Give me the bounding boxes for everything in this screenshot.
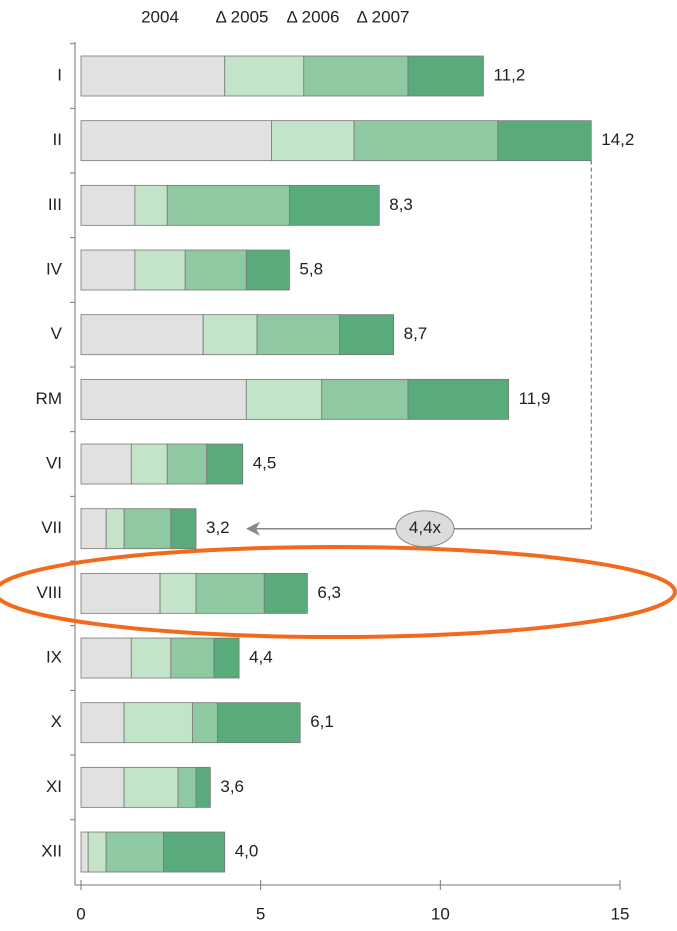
category-label: RM — [36, 389, 62, 408]
annotation-text: 4,4x — [409, 518, 442, 537]
total-label: 3,6 — [220, 777, 244, 796]
total-label: 11,2 — [493, 65, 525, 84]
total-label: 4,0 — [235, 842, 259, 861]
category-label: XII — [41, 842, 62, 861]
bar-segment — [80, 572, 161, 614]
bar-segment — [80, 249, 136, 291]
bar-segment — [123, 766, 179, 808]
bar-segment — [80, 378, 247, 420]
total-label: 6,1 — [310, 712, 334, 731]
bar-segment — [80, 508, 107, 550]
bar-segment — [80, 766, 125, 808]
total-label: 4,5 — [253, 454, 277, 473]
bar-segment — [289, 184, 380, 226]
bar-segment — [321, 378, 409, 420]
bar-segment — [170, 637, 215, 679]
category-label: I — [57, 65, 62, 84]
bar-segment — [134, 184, 168, 226]
bar-segment — [80, 120, 272, 162]
x-tick-label: 10 — [431, 904, 450, 923]
bar-segment — [256, 314, 341, 356]
bar-segment — [105, 831, 165, 873]
bar-segment — [80, 831, 89, 873]
bar-segment — [80, 637, 132, 679]
bar-segment — [163, 831, 226, 873]
x-tick-label: 5 — [256, 904, 265, 923]
total-label: 4,4 — [249, 648, 273, 667]
bar-segment — [303, 55, 409, 97]
bar-segment — [80, 443, 132, 485]
arrow-head — [245, 521, 260, 536]
category-label: XI — [46, 777, 62, 796]
category-label: VII — [41, 518, 62, 537]
category-label: IV — [46, 259, 63, 278]
category-label: III — [48, 195, 62, 214]
bar-segment — [339, 314, 395, 356]
bar-segment — [80, 184, 136, 226]
category-label: X — [51, 712, 62, 731]
bar-segment — [170, 508, 197, 550]
bar-segment — [130, 443, 168, 485]
bar-segment — [177, 766, 197, 808]
legend-label: 2004 — [141, 7, 179, 26]
bar-segment — [184, 249, 247, 291]
bar-segment — [206, 443, 244, 485]
total-label: 8,7 — [404, 324, 428, 343]
x-tick-label: 15 — [611, 904, 630, 923]
bar-segment — [245, 378, 323, 420]
bar-segment — [80, 314, 204, 356]
total-label: 5,8 — [299, 259, 323, 278]
category-label: VIII — [36, 583, 62, 602]
category-label: V — [51, 324, 63, 343]
bar-segment — [195, 766, 211, 808]
bar-segment — [213, 637, 240, 679]
bar-segment — [217, 702, 301, 744]
bar-segment — [245, 249, 290, 291]
bar-segment — [263, 572, 308, 614]
legend-label: Δ 2006 — [287, 7, 340, 26]
bar-segment — [105, 508, 125, 550]
legend-label: Δ 2005 — [216, 7, 269, 26]
bar-segment — [166, 184, 290, 226]
bar-segment — [497, 120, 592, 162]
legend-label: Δ 2007 — [357, 7, 410, 26]
highlight-ellipse — [0, 545, 677, 639]
bar-segment — [123, 508, 172, 550]
bar-segment — [195, 572, 265, 614]
category-label: VI — [46, 454, 62, 473]
total-label: 14,2 — [601, 130, 634, 149]
total-label: 8,3 — [389, 195, 413, 214]
total-label: 11,9 — [519, 389, 551, 408]
bar-segment — [271, 120, 355, 162]
bar-segment — [407, 55, 484, 97]
annotation-bubble — [395, 510, 455, 548]
bar-segment — [407, 378, 510, 420]
bar-segment — [191, 702, 218, 744]
total-label: 6,3 — [317, 583, 341, 602]
bar-segment — [134, 249, 186, 291]
bar-segment — [130, 637, 172, 679]
bar-segment — [353, 120, 499, 162]
total-label: 3,2 — [206, 518, 230, 537]
x-tick-label: 0 — [76, 904, 85, 923]
bar-segment — [87, 831, 107, 873]
bar-segment — [80, 55, 226, 97]
bar-segment — [159, 572, 197, 614]
bars — [80, 55, 592, 873]
bar-segment — [224, 55, 305, 97]
category-label: II — [53, 130, 62, 149]
category-label: IX — [46, 648, 62, 667]
bar-segment — [202, 314, 258, 356]
bar-segment — [123, 702, 193, 744]
bar-segment — [80, 702, 125, 744]
bar-segment — [166, 443, 208, 485]
